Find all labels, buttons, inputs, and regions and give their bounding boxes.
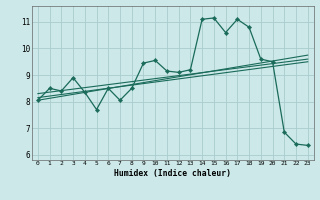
X-axis label: Humidex (Indice chaleur): Humidex (Indice chaleur) <box>114 169 231 178</box>
